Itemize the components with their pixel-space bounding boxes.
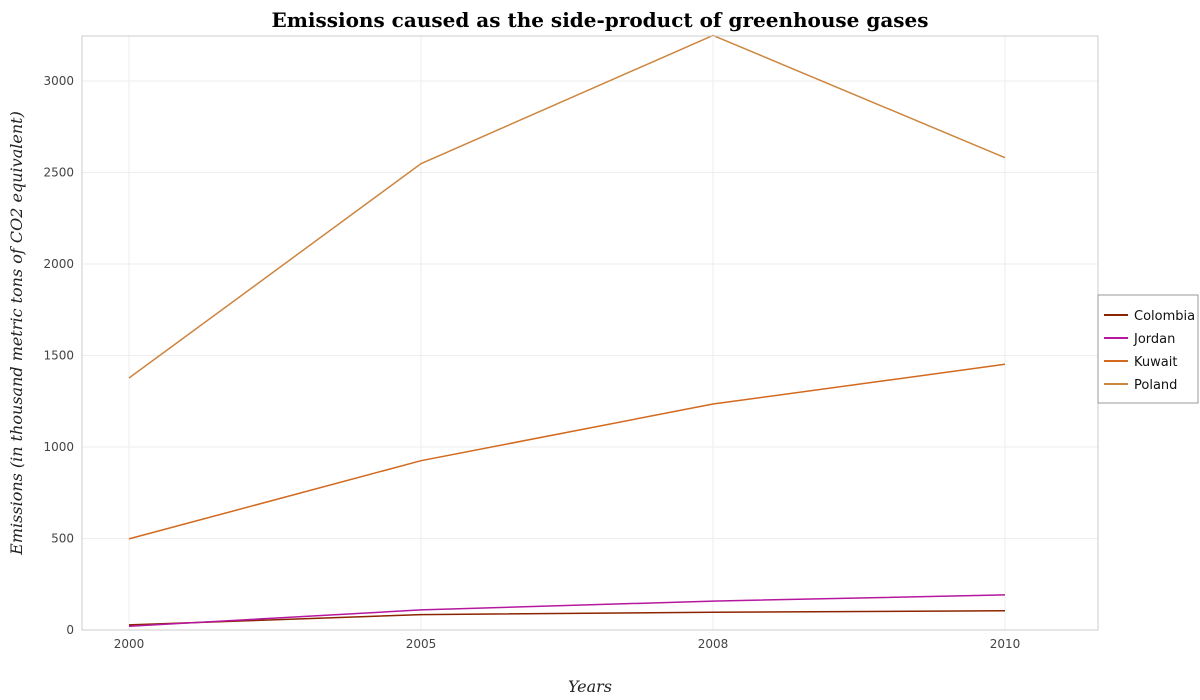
y-axis-label: Emissions (in thousand metric tons of CO… (7, 111, 26, 556)
y-tick-label: 2000 (43, 257, 74, 271)
legend-label-kuwait: Kuwait (1134, 355, 1177, 370)
x-tick-label: 2000 (114, 637, 145, 651)
legend: Colombia Jordan Kuwait Poland (1097, 294, 1199, 404)
x-tick-label: 2008 (698, 637, 729, 651)
y-tick-label: 3000 (43, 74, 74, 88)
y-tick-label: 2500 (43, 166, 74, 180)
series-line-poland (128, 34, 1006, 379)
chart-title: Emissions caused as the side-product of … (271, 8, 928, 32)
x-tick-label: 2010 (990, 637, 1021, 651)
y-tick-label: 0 (66, 623, 74, 637)
plot-frame (81, 35, 1099, 631)
x-tick-label: 2005 (406, 637, 437, 651)
y-ticks: 0 500 1000 1500 2000 2500 3000 (43, 74, 74, 637)
legend-label-jordan: Jordan (1133, 332, 1175, 347)
grid (82, 36, 1098, 631)
series-lines (128, 34, 1006, 628)
y-tick-label: 500 (51, 532, 74, 546)
series-line-kuwait (128, 363, 1006, 540)
legend-label-poland: Poland (1134, 378, 1177, 393)
legend-label-colombia: Colombia (1134, 309, 1195, 324)
y-tick-label: 1000 (43, 440, 74, 454)
x-axis-label: Years (568, 677, 612, 696)
x-ticks: 2000 2005 2008 2010 (114, 637, 1021, 651)
y-tick-label: 1500 (43, 349, 74, 363)
series-line-jordan (128, 594, 1006, 628)
series-line-colombia (128, 610, 1006, 626)
